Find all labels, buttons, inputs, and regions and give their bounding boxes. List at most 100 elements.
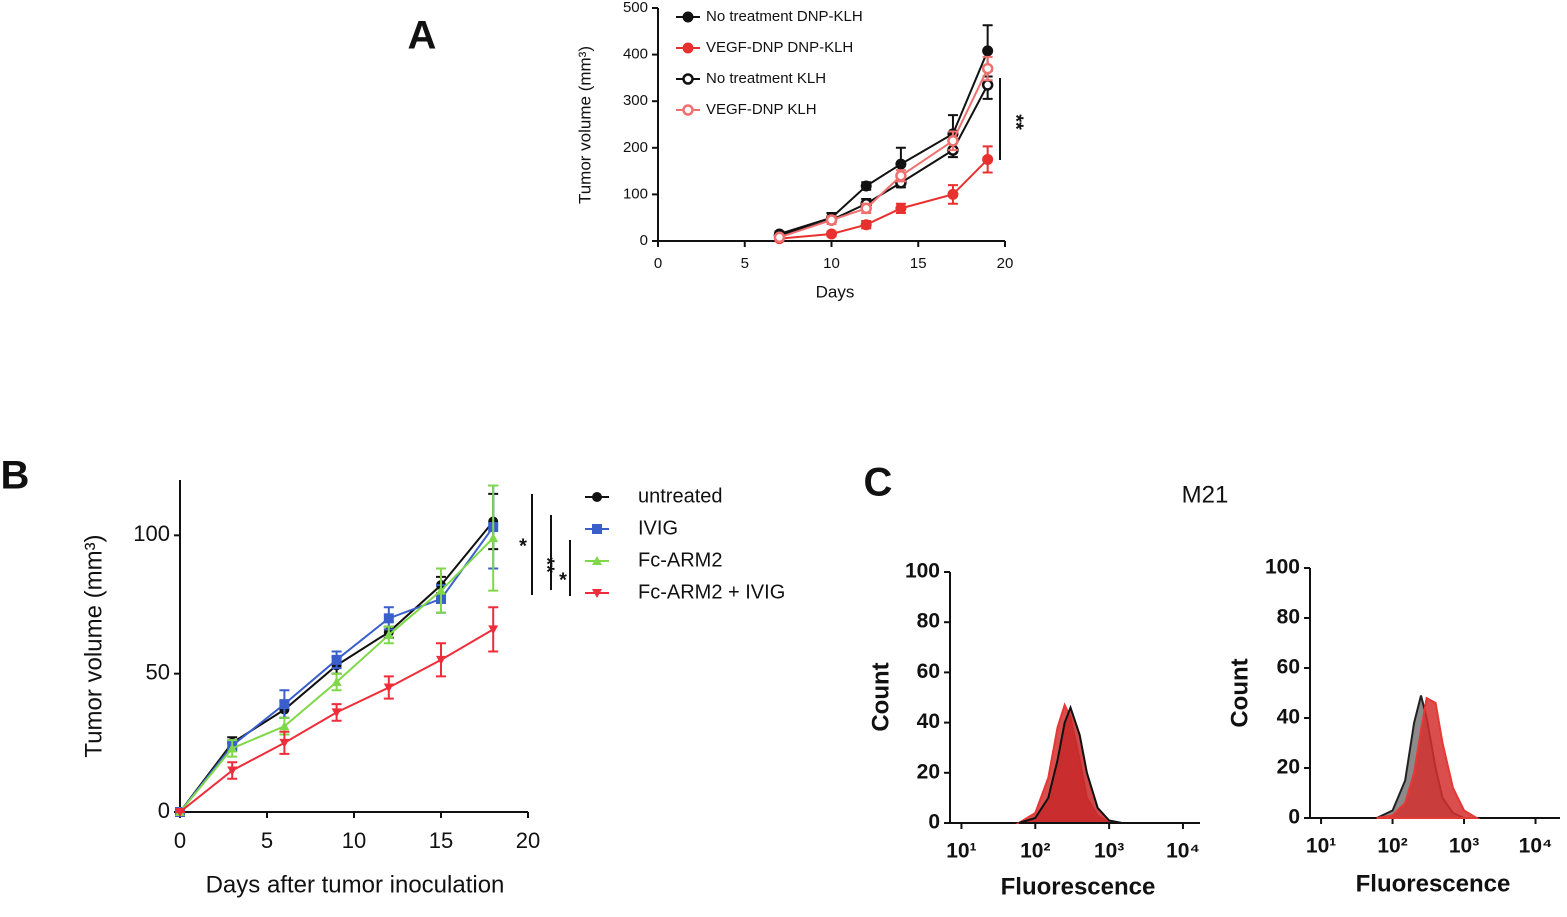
x-axis-label: Fluorescence <box>1356 870 1511 897</box>
x-tick-label: 10³ <box>1449 835 1479 858</box>
y-tick-label: 80 <box>917 610 940 633</box>
y-axis-label: Count <box>867 662 894 731</box>
x-tick-label: 10 <box>342 828 366 853</box>
y-tick-label: 0 <box>1288 806 1300 829</box>
y-tick-label: 100 <box>905 560 940 583</box>
legend-label: Fc-ARM2 <box>638 549 722 571</box>
marker <box>383 683 394 693</box>
y-tick-label: 500 <box>623 0 648 16</box>
y-tick-label: 60 <box>1277 656 1300 679</box>
y-tick-label: 40 <box>917 710 940 733</box>
y-tick-label: 40 <box>1277 706 1300 729</box>
y-axis-label: Tumor volume (mm³) <box>80 534 107 757</box>
y-tick-label: 0 <box>640 232 648 249</box>
marker <box>981 62 994 75</box>
legend-label: IVIG <box>638 517 678 539</box>
series-line <box>779 68 989 239</box>
significance-label: * <box>559 569 567 591</box>
marker <box>982 153 994 165</box>
significance-label: ** <box>536 557 558 573</box>
marker <box>981 79 994 91</box>
x-tick-label: 10¹ <box>946 840 976 863</box>
x-tick-label: 0 <box>654 255 662 272</box>
marker <box>947 188 959 200</box>
x-tick-label: 10¹ <box>1306 835 1336 858</box>
marker <box>175 808 185 817</box>
marker <box>227 743 238 753</box>
chart-title: M21 <box>1182 481 1229 508</box>
marker <box>436 655 446 665</box>
series-line <box>779 50 989 235</box>
marker <box>488 625 499 635</box>
marker <box>331 654 342 665</box>
legend-label: Fc-ARM2 + IVIG <box>638 581 785 603</box>
x-axis-label: Days <box>816 282 855 301</box>
legend-label: VEGF-DNP KLH <box>706 101 817 118</box>
marker <box>895 158 907 170</box>
legend-marker <box>682 11 694 23</box>
x-tick-label: 10² <box>1020 840 1050 863</box>
marker <box>279 721 290 731</box>
legend-label: No treatment DNP-KLH <box>706 8 863 25</box>
x-tick-label: 5 <box>261 828 273 853</box>
x-axis-label: Fluorescence <box>1001 873 1156 900</box>
y-axis-label: Tumor volume (mm³) <box>575 46 594 204</box>
marker <box>982 45 994 57</box>
legend-marker <box>682 104 694 116</box>
legend-marker <box>592 556 602 565</box>
y-tick-label: 300 <box>623 92 648 109</box>
legend-marker <box>592 492 602 502</box>
y-tick-label: 400 <box>623 46 648 63</box>
y-tick-label: 60 <box>917 660 940 683</box>
y-tick-label: 0 <box>928 811 940 834</box>
legend-marker <box>592 589 602 598</box>
x-tick-label: 20 <box>997 255 1014 272</box>
y-tick-label: 80 <box>1277 606 1300 629</box>
legend-label: No treatment KLH <box>706 70 826 87</box>
y-tick-label: 100 <box>133 521 170 546</box>
marker <box>436 585 446 595</box>
marker <box>331 708 342 718</box>
marker <box>383 629 394 639</box>
marker <box>773 231 786 244</box>
legend-label: VEGF-DNP DNP-KLH <box>706 39 853 56</box>
y-axis-label: Count <box>1226 658 1253 727</box>
x-tick-label: 5 <box>741 255 749 272</box>
x-tick-label: 10 <box>823 255 840 272</box>
legend-label: untreated <box>638 485 723 507</box>
x-tick-label: 10² <box>1377 835 1407 858</box>
x-tick-label: 0 <box>174 828 186 853</box>
x-tick-label: 15 <box>429 828 453 853</box>
marker <box>279 738 290 748</box>
x-tick-label: 15 <box>910 255 927 272</box>
y-tick-label: 0 <box>158 798 170 823</box>
series-line <box>779 158 989 240</box>
marker <box>488 533 499 543</box>
marker <box>947 135 959 147</box>
histogram-area <box>1376 696 1481 819</box>
marker <box>895 170 907 182</box>
y-tick-label: 20 <box>1277 756 1300 779</box>
panel-label: A <box>408 14 437 58</box>
marker <box>331 676 342 686</box>
y-tick-label: 100 <box>1265 556 1300 579</box>
panel-label: B <box>1 454 30 498</box>
y-tick-label: 50 <box>146 659 170 684</box>
marker <box>860 219 872 231</box>
x-tick-label: 10⁴ <box>1519 835 1553 858</box>
marker <box>860 180 872 192</box>
significance-label: ** <box>1005 114 1027 130</box>
legend-marker <box>592 524 602 534</box>
marker <box>383 613 394 624</box>
y-tick-label: 100 <box>623 185 648 202</box>
x-axis-label: Days after tumor inoculation <box>206 871 505 898</box>
panel-label: C <box>864 461 893 505</box>
marker <box>227 766 238 776</box>
marker <box>860 202 872 215</box>
x-tick-label: 20 <box>516 828 540 853</box>
y-tick-label: 200 <box>623 139 648 156</box>
legend-marker <box>682 42 694 54</box>
marker <box>826 228 837 240</box>
y-tick-label: 20 <box>917 760 940 783</box>
